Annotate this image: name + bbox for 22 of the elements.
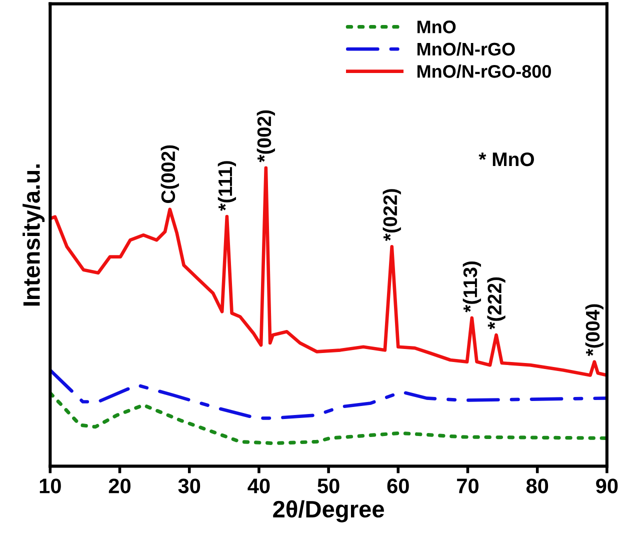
annotation: *(002)	[256, 110, 275, 162]
annotation: *(004)	[585, 304, 604, 356]
x-tick-label: 80	[526, 478, 548, 494]
x-tick-label: 40	[248, 478, 270, 494]
x-tick-label: 70	[457, 478, 478, 494]
annotation: *(222)	[487, 277, 506, 330]
text: * MnO	[478, 152, 534, 166]
x-tick-label: 10	[40, 478, 61, 494]
annotation: *(111)	[218, 161, 236, 211]
annotation: *(113)	[462, 261, 481, 312]
x-tick-label: 50	[318, 478, 340, 494]
x-axis-title: 2θ/Degree	[273, 500, 384, 522]
x-tick-label: 90	[596, 478, 618, 494]
annotation: C(002)	[160, 145, 179, 203]
legend-label: MnO/N-rGO	[417, 42, 515, 56]
legend-label: MnO/N-rGO-800	[417, 64, 551, 78]
x-tick-label: 30	[178, 478, 200, 494]
annotation: *(022)	[382, 189, 401, 242]
x-tick-label: 60	[387, 478, 409, 494]
legend-label: MnO	[417, 20, 456, 34]
y-axis-title: Intensity/a.u.	[22, 164, 45, 306]
x-tick-label: 20	[108, 478, 130, 494]
